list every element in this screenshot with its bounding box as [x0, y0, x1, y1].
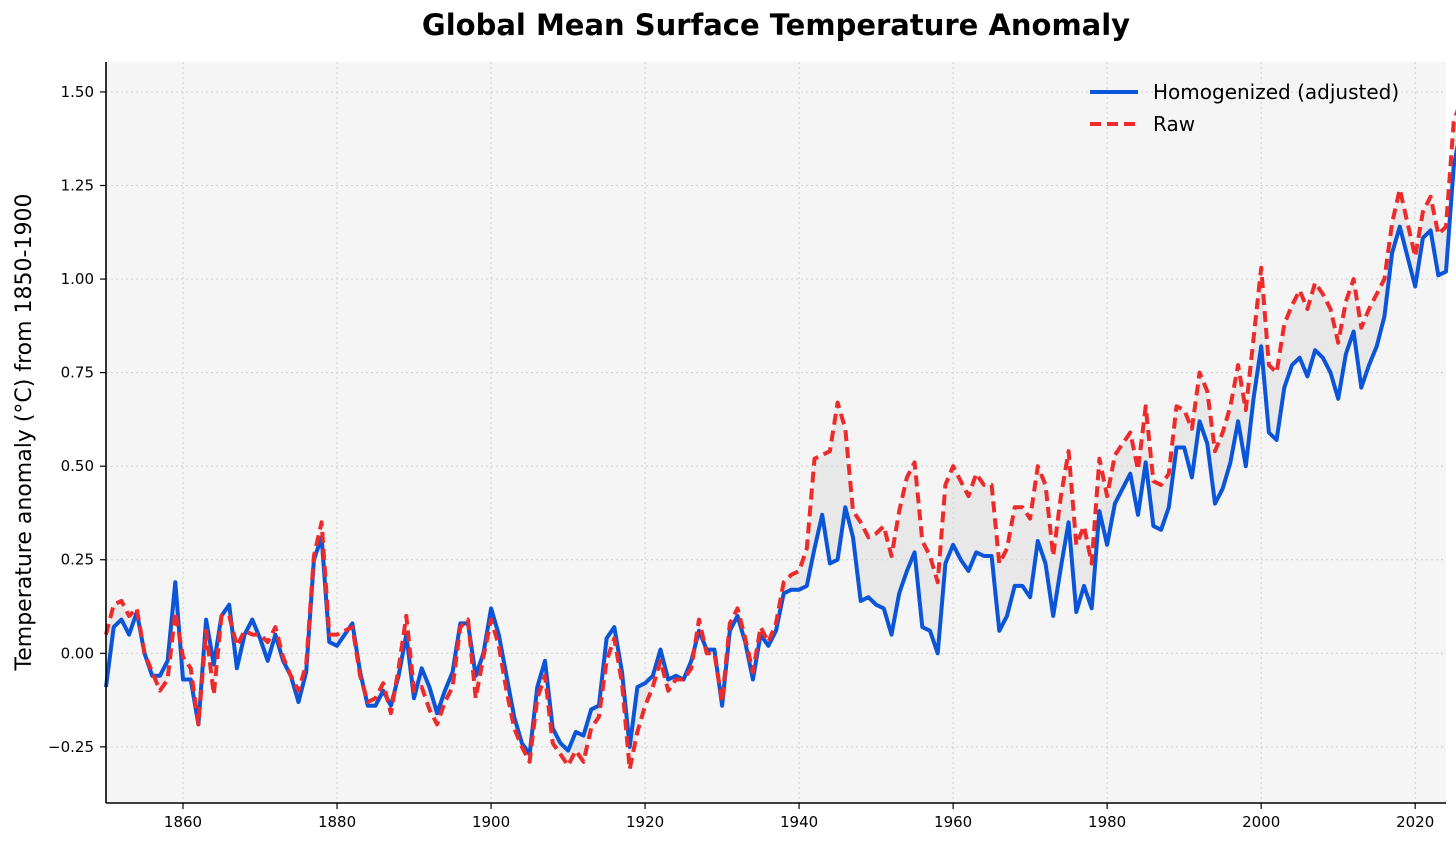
legend-label-raw: Raw	[1153, 112, 1195, 136]
x-tick-label: 1920	[626, 813, 664, 831]
y-tick-label: 0.00	[61, 644, 94, 662]
x-tick-label: 1940	[780, 813, 818, 831]
y-axis-label: Temperature anomaly (°C) from 1850-1900	[12, 194, 37, 672]
series-lines	[104, 109, 1456, 772]
y-axis-ticks: −0.25 0.00 0.25 0.50 0.75 1.00 1.25 1.50	[48, 83, 106, 756]
x-tick-label: 1880	[318, 813, 356, 831]
x-tick-label: 1900	[472, 813, 510, 831]
chart-title: Global Mean Surface Temperature Anomaly	[422, 8, 1130, 42]
x-tick-label: 1860	[164, 813, 202, 831]
x-tick-label: 1980	[1088, 813, 1126, 831]
x-tick-label: 2000	[1242, 813, 1280, 831]
x-tick-label: 1960	[934, 813, 972, 831]
y-tick-label: −0.25	[48, 738, 94, 756]
y-tick-label: 0.50	[61, 457, 94, 475]
x-tick-label: 2020	[1396, 813, 1434, 831]
legend-label-homogenized: Homogenized (adjusted)	[1153, 80, 1399, 104]
legend: Homogenized (adjusted) Raw	[1090, 80, 1399, 136]
y-tick-label: 0.25	[61, 551, 94, 569]
y-tick-label: 0.75	[61, 364, 94, 382]
series-line-homogenized	[104, 143, 1456, 757]
difference-fill-area	[106, 115, 1456, 770]
y-tick-label: 1.50	[61, 83, 94, 101]
series-line-raw	[104, 109, 1456, 772]
grid-lines	[106, 62, 1446, 803]
y-tick-label: 1.00	[61, 270, 94, 288]
x-axis-ticks: 1860 1880 1900 1920 1940 1960 1980 2000 2020	[164, 803, 1434, 831]
y-tick-label: 1.25	[61, 177, 94, 195]
